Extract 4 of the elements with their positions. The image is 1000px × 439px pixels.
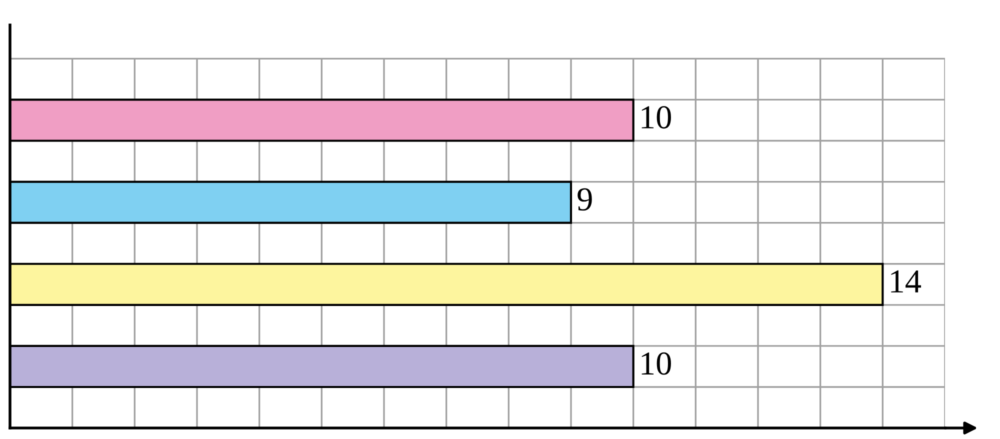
data-label: 10 — [642, 106, 671, 129]
data-label: 9 — [578, 188, 592, 211]
data-label: 10 — [642, 352, 671, 375]
data-label: 14 — [891, 270, 922, 292]
